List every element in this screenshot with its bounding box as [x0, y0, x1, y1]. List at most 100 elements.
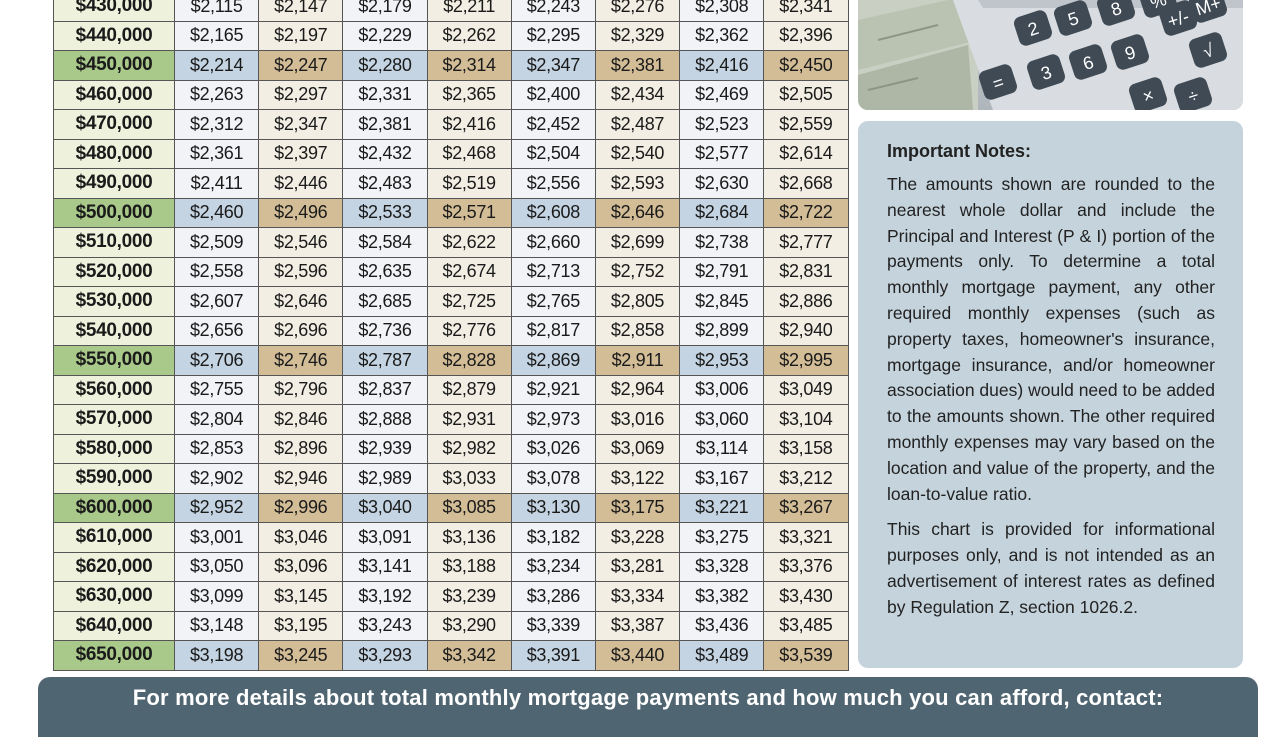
notes-paragraph-disclaimer: This chart is provided for informational… — [887, 519, 1215, 617]
payment-cell: $2,746 — [258, 345, 344, 376]
payment-cell: $2,262 — [426, 20, 512, 51]
payment-cell: $2,646 — [594, 197, 681, 228]
payment-cell: $3,026 — [510, 433, 596, 464]
payment-cell: $3,099 — [173, 581, 260, 612]
payment-cell: $2,416 — [426, 109, 512, 140]
payment-cell: $3,382 — [679, 581, 765, 612]
payment-cell: $2,331 — [342, 79, 428, 110]
payment-cell: $3,195 — [258, 610, 344, 641]
payment-cell: $3,050 — [173, 551, 260, 582]
payment-cell: $3,085 — [426, 492, 512, 523]
table-row: $470,000 $2,312 $2,347 $2,381 $2,416 $2,452 $2… — [53, 109, 849, 140]
payment-cell: $2,776 — [426, 315, 512, 346]
payment-cell: $3,136 — [426, 522, 512, 553]
loan-amount-cell: $460,000 — [53, 79, 175, 110]
payment-cell: $2,722 — [763, 197, 849, 228]
payment-cell: $2,504 — [510, 138, 596, 169]
payment-cell: $2,446 — [258, 168, 344, 199]
payment-cell: $3,096 — [258, 551, 344, 582]
payment-cell: $2,546 — [258, 227, 344, 258]
payment-cell: $2,738 — [679, 227, 765, 258]
loan-amount-cell: $490,000 — [53, 168, 175, 199]
payment-cell: $3,069 — [594, 433, 681, 464]
important-notes-panel: Important Notes: The amounts shown are r… — [858, 121, 1243, 668]
payment-cell: $2,752 — [594, 256, 681, 287]
payment-cell: $2,837 — [342, 374, 428, 405]
payment-cell: $3,141 — [342, 551, 428, 582]
payment-cell: $3,167 — [679, 463, 765, 494]
payment-cell: $3,122 — [594, 463, 681, 494]
payment-cell: $2,434 — [594, 79, 681, 110]
loan-amount-cell: $630,000 — [53, 581, 175, 612]
table-row: $560,000 $2,755 $2,796 $2,837 $2,879 $2,921 $2… — [53, 374, 849, 405]
payment-cell: $2,725 — [426, 286, 512, 317]
payment-cell: $2,787 — [342, 345, 428, 376]
loan-amount-cell: $510,000 — [53, 227, 175, 258]
payment-cell: $2,607 — [173, 286, 260, 317]
payment-cell: $3,485 — [763, 610, 849, 641]
payment-cell: $2,911 — [594, 345, 681, 376]
payment-cell: $2,558 — [173, 256, 260, 287]
payment-table: $430,000 $2,115 $2,147 $2,179 $2,211 $2,243 $2… — [53, 0, 849, 671]
payment-cell: $2,147 — [258, 0, 344, 22]
loan-amount-cell: $540,000 — [53, 315, 175, 346]
payment-cell: $3,245 — [258, 640, 344, 671]
payment-cell: $3,114 — [679, 433, 765, 464]
table-row: $450,000 $2,214 $2,247 $2,280 $2,314 $2,347 $2… — [53, 50, 849, 81]
payment-cell: $2,483 — [342, 168, 428, 199]
payment-cell: $2,931 — [426, 404, 512, 435]
payment-cell: $2,921 — [510, 374, 596, 405]
payment-cell: $2,805 — [594, 286, 681, 317]
payment-cell: $2,791 — [679, 256, 765, 287]
payment-cell: $3,328 — [679, 551, 765, 582]
payment-cell: $2,804 — [173, 404, 260, 435]
payment-cell: $2,973 — [510, 404, 596, 435]
calculator-key: 8 — [1097, 0, 1135, 26]
loan-amount-cell: $470,000 — [53, 109, 175, 140]
payment-cell: $3,091 — [342, 522, 428, 553]
table-row: $510,000 $2,509 $2,546 $2,584 $2,622 $2,660 $2… — [53, 227, 849, 258]
loan-amount-cell: $550,000 — [53, 345, 175, 376]
payment-cell: $3,293 — [342, 640, 428, 671]
table-row: $620,000 $3,050 $3,096 $3,141 $3,188 $3,234 $3… — [53, 551, 849, 582]
payment-cell: $3,430 — [763, 581, 849, 612]
loan-amount-cell: $520,000 — [53, 256, 175, 287]
payment-cell: $2,396 — [763, 20, 849, 51]
calculator-key: × — [1129, 77, 1167, 110]
payment-cell: $3,376 — [763, 551, 849, 582]
payment-cell: $3,342 — [426, 640, 512, 671]
payment-cell: $2,432 — [342, 138, 428, 169]
payment-cell: $3,275 — [679, 522, 765, 553]
payment-cell: $3,440 — [594, 640, 681, 671]
payment-cell: $2,886 — [763, 286, 849, 317]
payment-cell: $2,295 — [510, 20, 596, 51]
payment-cell: $2,964 — [594, 374, 681, 405]
payment-cell: $2,940 — [763, 315, 849, 346]
payment-cell: $2,533 — [342, 197, 428, 228]
payment-cell: $2,614 — [763, 138, 849, 169]
payment-cell: $2,411 — [173, 168, 260, 199]
payment-cell: $3,078 — [510, 463, 596, 494]
payment-cell: $2,946 — [258, 463, 344, 494]
payment-cell: $2,347 — [258, 109, 344, 140]
payment-cell: $2,853 — [173, 433, 260, 464]
payment-cell: $3,049 — [763, 374, 849, 405]
calculator-key: 6 — [1069, 44, 1107, 80]
payment-cell: $2,556 — [510, 168, 596, 199]
payment-cell: $2,593 — [594, 168, 681, 199]
payment-cell: $2,247 — [258, 50, 344, 81]
table-row: $580,000 $2,853 $2,896 $2,939 $2,982 $3,026 $3… — [53, 433, 849, 464]
payment-cell: $3,321 — [763, 522, 849, 553]
payment-cell: $2,684 — [679, 197, 765, 228]
payment-cell: $3,243 — [342, 610, 428, 641]
payment-cell: $3,212 — [763, 463, 849, 494]
table-row: $480,000 $2,361 $2,397 $2,432 $2,468 $2,504 $2… — [53, 138, 849, 169]
payment-cell: $2,817 — [510, 315, 596, 346]
loan-amount-cell: $450,000 — [53, 50, 175, 81]
table-row: $500,000 $2,460 $2,496 $2,533 $2,571 $2,608 $2… — [53, 197, 849, 228]
loan-amount-cell: $500,000 — [53, 197, 175, 228]
payment-cell: $3,192 — [342, 581, 428, 612]
table-row: $430,000 $2,115 $2,147 $2,179 $2,211 $2,243 $2… — [53, 0, 849, 22]
table-row: $630,000 $3,099 $3,145 $3,192 $3,239 $3,286 $3… — [53, 581, 849, 612]
payment-cell: $3,391 — [510, 640, 596, 671]
